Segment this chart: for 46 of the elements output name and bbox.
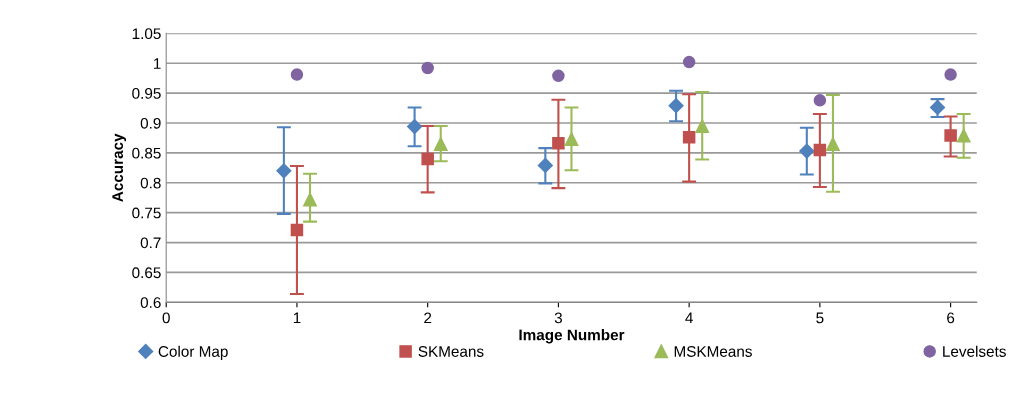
point	[668, 98, 684, 114]
x-tick-label: 0	[162, 312, 170, 324]
y-tick-label: 0.95	[132, 88, 161, 99]
point	[813, 94, 827, 107]
legend-label: SKMeans	[418, 346, 484, 357]
point	[944, 129, 957, 142]
point	[682, 55, 696, 69]
y-tick-label: 0.7	[140, 237, 161, 249]
point	[433, 136, 448, 151]
point	[956, 128, 971, 143]
x-tick-label: 1	[293, 312, 301, 324]
point	[813, 143, 827, 157]
point	[826, 136, 840, 151]
legend-label: MSKMeans	[674, 346, 752, 357]
point	[564, 132, 579, 147]
point	[290, 223, 304, 237]
point	[407, 119, 423, 135]
point	[799, 143, 815, 159]
point	[552, 69, 565, 83]
x-axis-title: Image Number	[519, 329, 625, 344]
y-tick-label: 0.85	[132, 147, 161, 159]
point	[552, 137, 565, 150]
point	[695, 119, 710, 133]
y-tick-label: 0.75	[132, 207, 161, 219]
y-tick-label: 0.6	[140, 297, 161, 309]
legend-label: Levelsets	[943, 345, 1006, 357]
point	[303, 192, 317, 207]
x-tick-label: 6	[947, 312, 955, 324]
y-axis-title: Accuracy	[112, 133, 127, 202]
y-tick-label: 1	[154, 58, 161, 69]
x-tick-label: 3	[554, 312, 562, 324]
y-tick-label: 0.8	[140, 177, 161, 189]
y-tick-label: 0.9	[140, 117, 161, 129]
point	[421, 152, 434, 166]
point	[537, 157, 553, 174]
point	[682, 131, 696, 144]
point	[290, 68, 304, 81]
x-tick-label: 2	[424, 312, 432, 324]
y-tick-label: 0.65	[132, 267, 161, 279]
point	[944, 68, 957, 81]
x-tick-label: 4	[685, 312, 693, 324]
y-tick-label: 1.05	[132, 28, 161, 40]
legend-label: Color Map	[158, 345, 228, 360]
point	[421, 61, 434, 75]
point	[276, 163, 292, 179]
x-tick-label: 5	[816, 312, 824, 324]
